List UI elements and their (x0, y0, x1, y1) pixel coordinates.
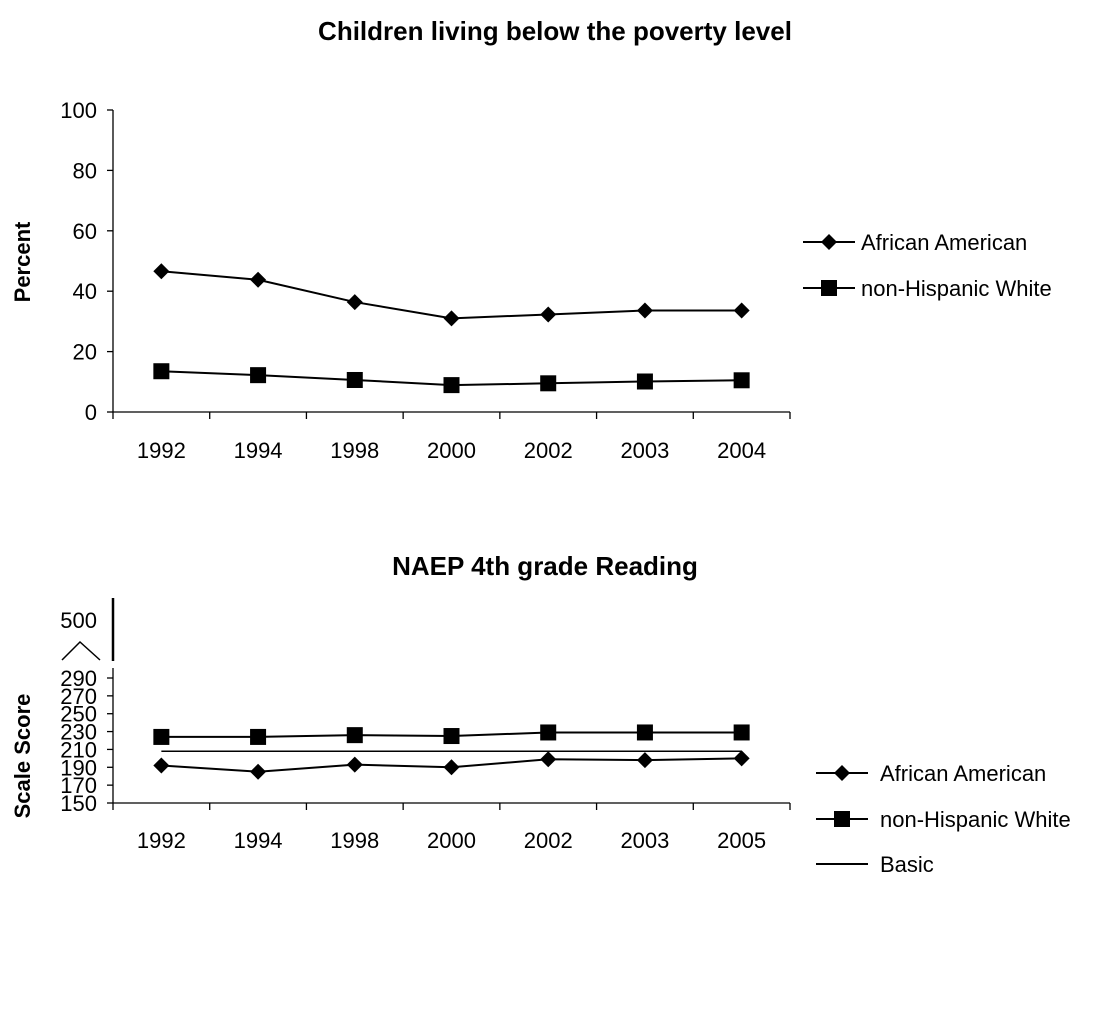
y-tick-label: 80 (73, 158, 97, 183)
x-tick-label: 2002 (524, 828, 573, 853)
data-point (346, 371, 363, 388)
data-point (346, 294, 363, 311)
x-tick-label: 1992 (137, 828, 186, 853)
data-point (540, 375, 557, 392)
y-tick-label: 190 (60, 755, 97, 780)
data-point (733, 750, 750, 767)
data-point (636, 752, 653, 769)
series-group (153, 724, 750, 780)
y-tick-labels: 0 20 40 60 80 100 (60, 98, 97, 425)
y-tick-label: 270 (60, 684, 97, 709)
data-point (540, 306, 557, 323)
legend-marker (834, 765, 850, 781)
x-tick-label: 1998 (330, 438, 379, 463)
y-tick-label: 290 (60, 666, 97, 691)
x-tick-labels: 1992 1994 1998 2000 2002 2003 2005 (137, 828, 766, 853)
data-point (443, 377, 460, 394)
x-tick-label: 1992 (137, 438, 186, 463)
y-axis-label: Scale Score (10, 694, 35, 819)
data-point (540, 751, 557, 768)
data-point (346, 756, 363, 773)
x-tick-label: 2000 (427, 828, 476, 853)
x-tick-label: 1994 (234, 828, 283, 853)
x-tick-label: 1998 (330, 828, 379, 853)
legend-label: non-Hispanic White (861, 276, 1052, 301)
data-point (636, 302, 653, 319)
legend: African American non-Hispanic White (803, 230, 1052, 301)
data-point (443, 310, 460, 327)
data-point (346, 727, 363, 744)
chart-title: Children living below the poverty level (318, 16, 792, 46)
x-tick-labels: 1992 1994 1998 2000 2002 2003 2004 (137, 438, 766, 463)
data-point (153, 263, 170, 280)
series-non-hispanic-white (153, 363, 750, 394)
series-african-american (153, 750, 750, 780)
x-tick-label: 2000 (427, 438, 476, 463)
y-tick-label: 150 (60, 791, 97, 816)
legend-label: Basic (880, 852, 934, 877)
chart-title: NAEP 4th grade Reading (392, 551, 698, 581)
legend-marker (834, 811, 850, 827)
x-tick-label: 2005 (717, 828, 766, 853)
legend-entry: non-Hispanic White (803, 276, 1052, 301)
data-point (250, 763, 267, 780)
data-point (540, 724, 557, 741)
axes (61, 598, 791, 810)
data-point (443, 728, 460, 745)
legend-entry: Basic (816, 852, 934, 877)
data-point (636, 724, 653, 741)
data-point (636, 373, 653, 390)
y-tick-label: 210 (60, 737, 97, 762)
data-point (250, 367, 267, 384)
axis-break-mark (61, 640, 101, 661)
axes (107, 109, 791, 419)
x-tick-label: 2004 (717, 438, 766, 463)
y-break-label: 500 (60, 608, 97, 633)
legend-entry: African American (803, 230, 1027, 255)
data-point (153, 363, 170, 380)
chart-naep-reading: NAEP 4th grade Reading Scale Score 15017… (10, 551, 1071, 877)
series-african-american (153, 263, 750, 327)
data-point (733, 724, 750, 741)
legend-marker (821, 280, 837, 296)
data-point (250, 728, 267, 745)
legend-entry: non-Hispanic White (816, 807, 1071, 832)
series-group (153, 263, 750, 394)
x-tick-label: 2003 (620, 828, 669, 853)
y-axis-label: Percent (10, 221, 35, 302)
data-point (153, 728, 170, 745)
data-point (733, 302, 750, 319)
series-non-hispanic-white (153, 724, 750, 745)
x-tick-label: 2003 (620, 438, 669, 463)
y-tick-label: 0 (85, 400, 97, 425)
data-point (733, 372, 750, 389)
data-point (250, 271, 267, 288)
y-tick-label: 20 (73, 340, 97, 365)
y-tick-label: 250 (60, 702, 97, 727)
legend-marker (821, 234, 837, 250)
y-tick-label: 170 (60, 773, 97, 798)
y-tick-label: 230 (60, 720, 97, 745)
data-point (153, 757, 170, 774)
legend-label: African American (861, 230, 1027, 255)
legend-label: African American (880, 761, 1046, 786)
legend: African American non-Hispanic White Basic (816, 761, 1071, 877)
y-tick-label: 60 (73, 219, 97, 244)
y-tick-label: 100 (60, 98, 97, 123)
legend-label: non-Hispanic White (880, 807, 1071, 832)
legend-entry: African American (816, 761, 1046, 786)
chart-poverty: Children living below the poverty level … (10, 16, 1052, 463)
x-tick-label: 1994 (234, 438, 283, 463)
x-tick-label: 2002 (524, 438, 573, 463)
y-tick-label: 40 (73, 279, 97, 304)
data-point (443, 759, 460, 776)
